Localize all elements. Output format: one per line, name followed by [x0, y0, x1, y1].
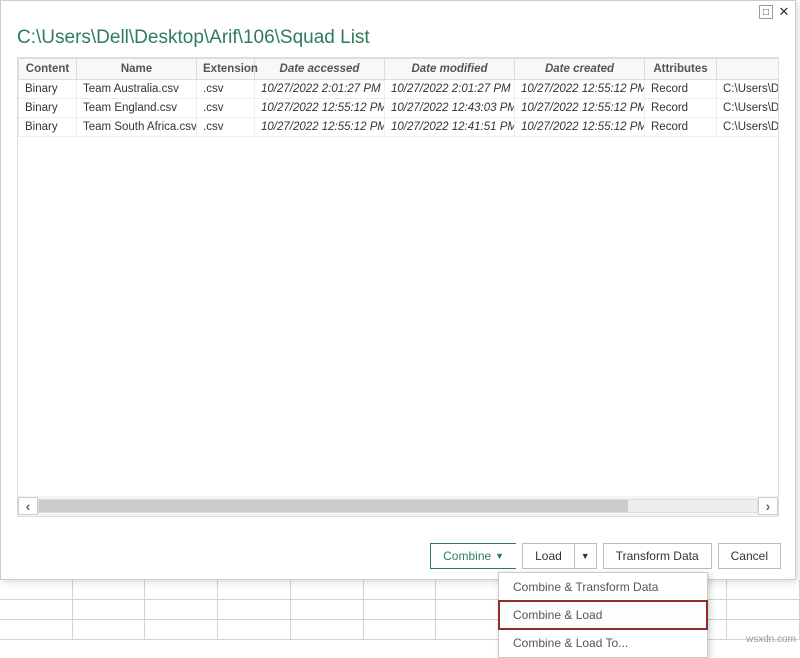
load-dropdown-button[interactable]: ▼ — [574, 543, 597, 569]
cell-ext: .csv — [197, 80, 255, 99]
scroll-left-button[interactable]: ‹ — [18, 497, 38, 515]
cell-folder: C:\Users\Dell\De — [717, 118, 780, 137]
file-table-container: Content Name Extension Date accessed Dat… — [17, 57, 779, 517]
cell-attr: Record — [645, 99, 717, 118]
cell-created: 10/27/2022 12:55:12 PM — [515, 118, 645, 137]
cell-name: Team Australia.csv — [77, 80, 197, 99]
watermark: wsxdn.com — [746, 634, 796, 645]
chevron-down-icon: ▼ — [495, 551, 504, 561]
file-table: Content Name Extension Date accessed Dat… — [18, 58, 779, 137]
col-date-accessed[interactable]: Date accessed — [255, 59, 385, 80]
col-extension[interactable]: Extension — [197, 59, 255, 80]
col-content[interactable]: Content — [19, 59, 77, 80]
table-row[interactable]: Binary Team Australia.csv .csv 10/27/202… — [19, 80, 780, 99]
col-name[interactable]: Name — [77, 59, 197, 80]
col-folder[interactable]: Fol — [717, 59, 780, 80]
col-attributes[interactable]: Attributes — [645, 59, 717, 80]
load-button[interactable]: Load — [522, 543, 574, 569]
cell-folder: C:\Users\Dell\De — [717, 99, 780, 118]
combine-button[interactable]: Combine ▼ — [430, 543, 516, 569]
folder-path-title: C:\Users\Dell\Desktop\Arif\106\Squad Lis… — [1, 23, 795, 57]
navigator-dialog: □ ✕ C:\Users\Dell\Desktop\Arif\106\Squad… — [0, 0, 796, 580]
horizontal-scrollbar[interactable]: ‹ › — [18, 496, 778, 516]
close-button[interactable]: ✕ — [777, 5, 791, 19]
cell-ext: .csv — [197, 99, 255, 118]
cell-accessed: 10/27/2022 12:55:12 PM — [255, 118, 385, 137]
cell-created: 10/27/2022 12:55:12 PM — [515, 80, 645, 99]
menu-combine-transform[interactable]: Combine & Transform Data — [499, 573, 707, 601]
cell-modified: 10/27/2022 12:41:51 PM — [385, 118, 515, 137]
menu-combine-load-to[interactable]: Combine & Load To... — [499, 629, 707, 657]
scroll-track[interactable] — [38, 499, 758, 513]
cell-name: Team England.csv — [77, 99, 197, 118]
cell-name: Team South Africa.csv — [77, 118, 197, 137]
cell-ext: .csv — [197, 118, 255, 137]
col-date-modified[interactable]: Date modified — [385, 59, 515, 80]
scroll-right-button[interactable]: › — [758, 497, 778, 515]
menu-combine-load[interactable]: Combine & Load — [499, 601, 707, 629]
cell-accessed: 10/27/2022 2:01:27 PM — [255, 80, 385, 99]
cell-attr: Record — [645, 80, 717, 99]
cell-created: 10/27/2022 12:55:12 PM — [515, 99, 645, 118]
action-button-row: Combine ▼ Load ▼ Transform Data Cancel — [430, 543, 781, 569]
cell-content: Binary — [19, 118, 77, 137]
table-header-row: Content Name Extension Date accessed Dat… — [19, 59, 780, 80]
chevron-down-icon: ▼ — [581, 551, 590, 561]
load-split-button: Load ▼ — [522, 543, 597, 569]
table-row[interactable]: Binary Team South Africa.csv .csv 10/27/… — [19, 118, 780, 137]
combine-split-button: Combine ▼ — [430, 543, 516, 569]
scroll-thumb[interactable] — [39, 500, 628, 512]
transform-data-button[interactable]: Transform Data — [603, 543, 712, 569]
combine-dropdown-menu: Combine & Transform Data Combine & Load … — [498, 572, 708, 658]
cell-modified: 10/27/2022 2:01:27 PM — [385, 80, 515, 99]
cell-accessed: 10/27/2022 12:55:12 PM — [255, 99, 385, 118]
table-row[interactable]: Binary Team England.csv .csv 10/27/2022 … — [19, 99, 780, 118]
titlebar: □ ✕ — [1, 1, 795, 23]
cell-folder: C:\Users\Dell\De — [717, 80, 780, 99]
cell-attr: Record — [645, 118, 717, 137]
combine-label: Combine — [443, 549, 491, 563]
cell-content: Binary — [19, 99, 77, 118]
cell-modified: 10/27/2022 12:43:03 PM — [385, 99, 515, 118]
cancel-button[interactable]: Cancel — [718, 543, 781, 569]
col-date-created[interactable]: Date created — [515, 59, 645, 80]
maximize-button[interactable]: □ — [759, 5, 773, 19]
cell-content: Binary — [19, 80, 77, 99]
